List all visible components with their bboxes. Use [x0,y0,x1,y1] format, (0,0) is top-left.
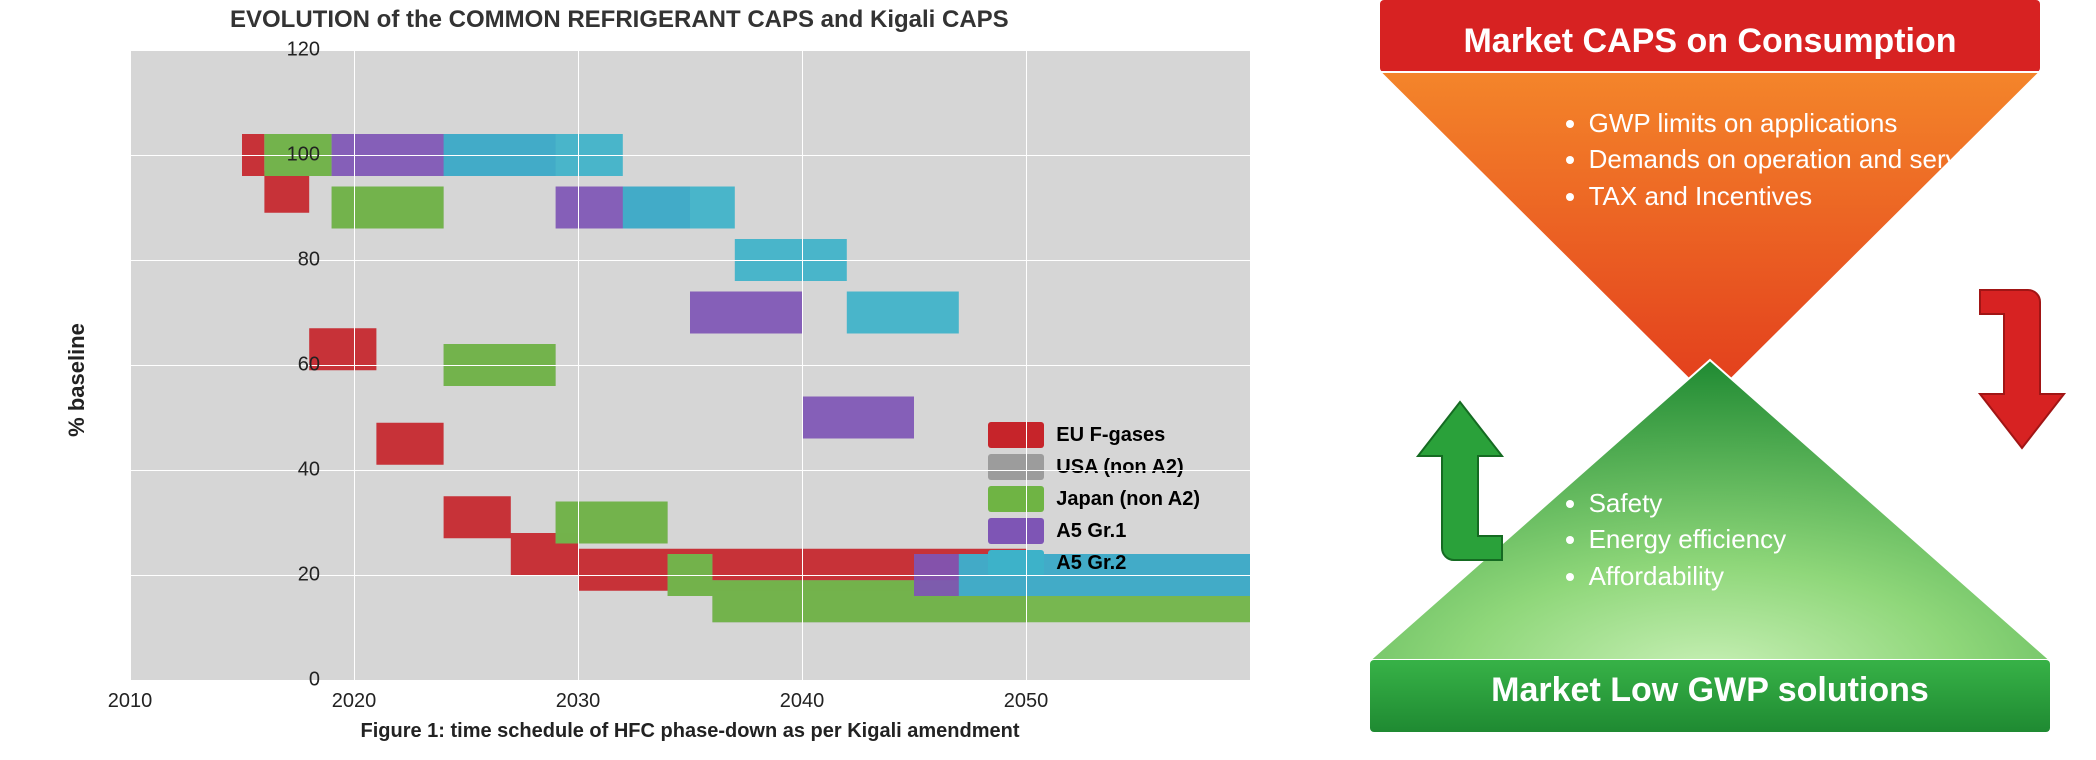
bottom-bullet-item: Affordability [1589,558,1787,594]
x-tick-label: 2030 [556,690,601,713]
bottom-bullet-item: Safety [1589,485,1787,521]
top-bullet-list: GWP limits on applicationsDemands on ope… [1560,105,1992,214]
legend-item: A5 Gr.2 [988,550,1200,576]
legend-item: A5 Gr.1 [988,518,1200,544]
legend-item: USA (non A2) [988,454,1200,480]
legend-swatch [988,454,1044,480]
legend-item: Japan (non A2) [988,486,1200,512]
legend-swatch [988,518,1044,544]
legend-swatch [988,550,1044,576]
legend-label: USA (non A2) [1056,456,1183,479]
legend-label: Japan (non A2) [1056,488,1200,511]
infographic-top-title: Market CAPS on Consumption [1350,22,2070,61]
y-tick-label: 100 [200,144,320,167]
y-tick-label: 120 [200,39,320,62]
legend-item: EU F-gases [988,422,1200,448]
chart-title: EVOLUTION of the COMMON REFRIGERANT CAPS… [230,6,1009,34]
arrow-down-icon [1980,290,2064,448]
chart-panel: EVOLUTION of the COMMON REFRIGERANT CAPS… [0,0,1320,760]
legend-swatch [988,486,1044,512]
x-axis-caption: Figure 1: time schedule of HFC phase-dow… [130,720,1250,743]
chart-legend: EU F-gases USA (non A2) Japan (non A2) A5 G… [978,410,1210,588]
legend-swatch [988,422,1044,448]
legend-label: A5 Gr.2 [1056,552,1126,575]
legend-label: EU F-gases [1056,424,1165,447]
y-axis-label: % baseline [64,323,90,437]
x-tick-label: 2020 [332,690,377,713]
bottom-bullet-item: Energy efficiency [1589,521,1787,557]
y-tick-label: 20 [200,564,320,587]
top-bullet-item: Demands on operation and service [1589,141,1992,177]
infographic-bottom-title: Market Low GWP solutions [1350,671,2070,710]
y-tick-label: 60 [200,354,320,377]
arrow-up-icon [1418,402,1502,560]
y-tick-label: 80 [200,249,320,272]
x-tick-label: 2050 [1004,690,1049,713]
y-tick-label: 0 [200,669,320,692]
top-bullet-item: TAX and Incentives [1589,178,1992,214]
legend-label: A5 Gr.1 [1056,520,1126,543]
bottom-bullet-list: SafetyEnergy efficiencyAffordability [1560,485,1786,594]
top-bullet-item: GWP limits on applications [1589,105,1992,141]
hourglass-infographic: Market CAPS on Consumption GWP limits on… [1350,0,2070,740]
y-tick-label: 40 [200,459,320,482]
x-tick-label: 2010 [108,690,153,713]
x-tick-label: 2040 [780,690,825,713]
